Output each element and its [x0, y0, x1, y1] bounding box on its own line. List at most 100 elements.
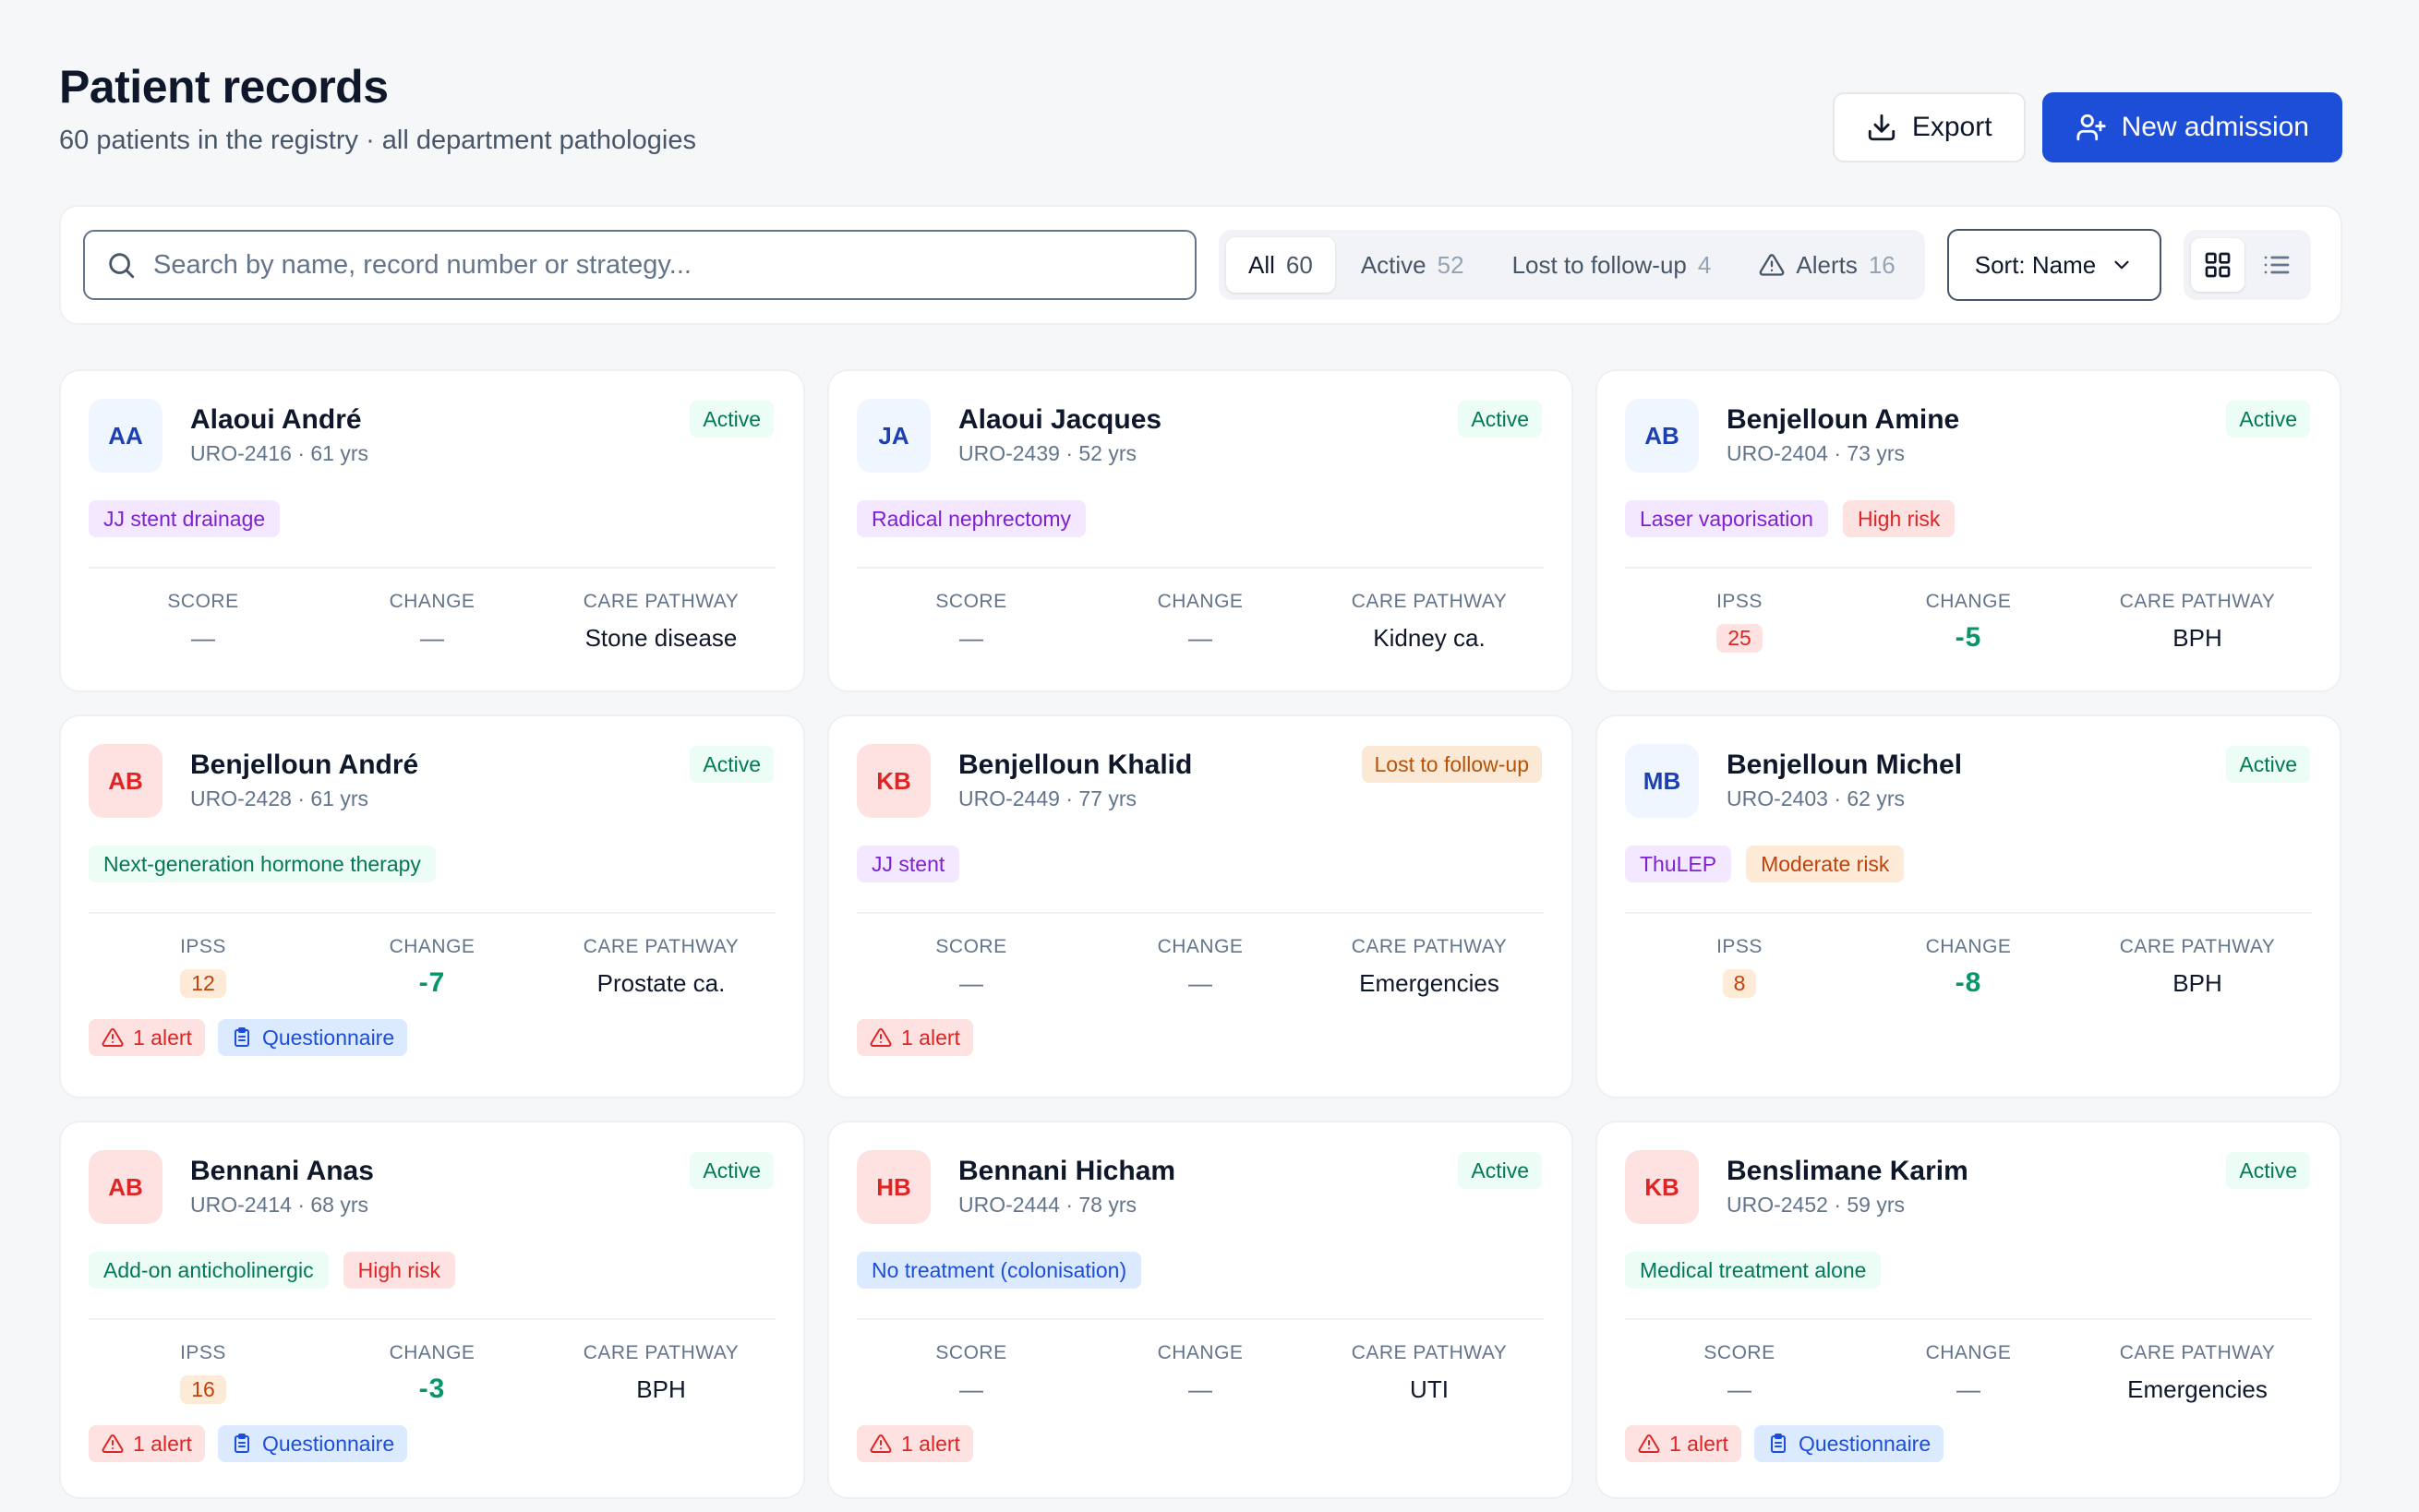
grid-icon	[2205, 252, 2231, 278]
risk-tag: Moderate risk	[1746, 846, 1905, 882]
change-value: —	[1188, 1374, 1212, 1403]
alert-label: 1 alert	[1669, 1431, 1728, 1456]
warning-icon	[1760, 254, 1785, 276]
change-value: —	[1956, 1374, 1980, 1403]
score-label: SCORE	[935, 936, 1007, 957]
change-value: —	[420, 623, 444, 652]
sort-dropdown[interactable]: Sort: Name	[1946, 229, 2161, 301]
score-label: IPSS	[1716, 936, 1763, 957]
avatar: AB	[1625, 399, 1699, 473]
filter-count: 4	[1697, 250, 1712, 279]
avatar: JA	[857, 399, 931, 473]
patient-card[interactable]: AB Bennani Anas URO-2414 · 68 yrs Active…	[59, 1121, 805, 1499]
strategy-tag: JJ stent	[857, 846, 960, 882]
new-admission-label: New admission	[2121, 112, 2309, 142]
change-label: CHANGE	[1925, 936, 2012, 957]
pathway-label: CARE PATHWAY	[583, 936, 740, 957]
patient-name: Bennani Anas	[190, 1156, 374, 1186]
strategy-tag: ThuLEP	[1625, 846, 1732, 882]
strategy-tag: Next-generation hormone therapy	[89, 846, 436, 882]
pathway-value: BPH	[636, 1374, 686, 1403]
clipboard-icon	[234, 1434, 249, 1453]
chevron-down-icon	[2114, 260, 2129, 270]
avatar: AB	[89, 1150, 162, 1224]
status-filter-tabs: All 60 Active 52 Lost to follow-up 4 Ale…	[1219, 230, 1925, 300]
filter-tab-alerts[interactable]: Alerts 16	[1737, 237, 1917, 293]
patient-card[interactable]: MB Benjelloun Michel URO-2403 · 62 yrs A…	[1595, 714, 2341, 1098]
status-badge: Active	[2226, 1152, 2310, 1189]
change-label: CHANGE	[1925, 1342, 2012, 1363]
pathway-label: CARE PATHWAY	[1351, 591, 1508, 612]
strategy-tag: Medical treatment alone	[1625, 1252, 1882, 1289]
pathway-label: CARE PATHWAY	[2119, 936, 2276, 957]
search-box[interactable]	[83, 230, 1197, 300]
new-admission-button[interactable]: New admission	[2041, 92, 2342, 162]
filter-toolbar: All 60 Active 52 Lost to follow-up 4 Ale…	[59, 205, 2342, 325]
pathway-label: CARE PATHWAY	[2119, 591, 2276, 612]
filter-tab-all[interactable]: All 60	[1226, 237, 1335, 293]
divider	[1625, 912, 2312, 914]
divider	[1625, 1318, 2312, 1320]
patient-card[interactable]: JA Alaoui Jacques URO-2439 · 52 yrs Acti…	[827, 369, 1573, 692]
patient-card-grid: AA Alaoui André URO-2416 · 61 yrs Active…	[59, 369, 2341, 1499]
filter-label: Active	[1360, 250, 1426, 279]
grid-view-button[interactable]	[2190, 238, 2244, 292]
questionnaire-chip[interactable]: Questionnaire	[217, 1425, 408, 1462]
score-label: SCORE	[935, 591, 1007, 612]
questionnaire-label: Questionnaire	[261, 1431, 395, 1456]
patient-card[interactable]: AB Benjelloun Amine URO-2404 · 73 yrs Ac…	[1595, 369, 2341, 692]
divider	[89, 567, 776, 569]
warning-icon	[1638, 1434, 1660, 1453]
filter-tab-active[interactable]: Active 52	[1339, 237, 1486, 293]
avatar: AB	[89, 744, 162, 818]
status-badge: Active	[690, 1152, 774, 1189]
sort-label: Sort: Name	[1974, 250, 2097, 279]
export-label: Export	[1911, 112, 1992, 142]
search-input[interactable]	[153, 249, 1174, 281]
list-view-button[interactable]	[2250, 238, 2304, 292]
avatar: MB	[1625, 744, 1699, 818]
warning-icon	[870, 1027, 892, 1047]
divider	[89, 912, 776, 914]
status-badge: Active	[1458, 401, 1542, 438]
pathway-value: BPH	[2172, 968, 2222, 997]
avatar: KB	[1625, 1150, 1699, 1224]
list-icon	[2264, 256, 2290, 274]
ipss-score: 16	[180, 1374, 226, 1404]
patient-card[interactable]: AB Benjelloun André URO-2428 · 61 yrs Ac…	[59, 714, 805, 1098]
pathway-label: CARE PATHWAY	[2119, 1342, 2276, 1363]
patient-meta: URO-2403 · 62 yrs	[1727, 786, 1906, 810]
alert-chip[interactable]: 1 alert	[857, 1425, 973, 1462]
questionnaire-chip[interactable]: Questionnaire	[1753, 1425, 1944, 1462]
filter-count: 52	[1437, 250, 1464, 279]
alert-chip[interactable]: 1 alert	[89, 1425, 205, 1462]
change-value: -7	[418, 967, 446, 998]
export-button[interactable]: Export	[1832, 92, 2026, 162]
score-value: —	[959, 968, 983, 997]
questionnaire-chip[interactable]: Questionnaire	[217, 1019, 408, 1056]
patient-card[interactable]: HB Bennani Hicham URO-2444 · 78 yrs Acti…	[827, 1121, 1573, 1499]
score-label: IPSS	[180, 936, 226, 957]
patient-card[interactable]: KB Benslimane Karim URO-2452 · 59 yrs Ac…	[1595, 1121, 2341, 1499]
alert-chip[interactable]: 1 alert	[857, 1019, 973, 1056]
patient-card[interactable]: KB Benjelloun Khalid URO-2449 · 77 yrs L…	[827, 714, 1573, 1098]
pathway-value: Emergencies	[2127, 1374, 2268, 1403]
search-icon	[109, 253, 135, 279]
pathway-label: CARE PATHWAY	[1351, 1342, 1508, 1363]
filter-tab-lost-to-follow-up[interactable]: Lost to follow-up 4	[1490, 237, 1734, 293]
patient-name: Benjelloun Michel	[1727, 750, 1963, 780]
questionnaire-label: Questionnaire	[261, 1025, 395, 1050]
change-label: CHANGE	[1157, 591, 1244, 612]
change-value: -8	[1955, 967, 1982, 998]
ipss-score: 12	[180, 968, 226, 998]
alert-chip[interactable]: 1 alert	[89, 1019, 205, 1056]
clipboard-icon	[1770, 1434, 1786, 1453]
divider	[857, 912, 1544, 914]
score-value: —	[959, 623, 983, 652]
patient-card[interactable]: AA Alaoui André URO-2416 · 61 yrs Active…	[59, 369, 805, 692]
patient-meta: URO-2439 · 52 yrs	[958, 441, 1137, 465]
alert-label: 1 alert	[133, 1431, 192, 1456]
alert-chip[interactable]: 1 alert	[1625, 1425, 1741, 1462]
pathway-value: Stone disease	[584, 623, 738, 652]
